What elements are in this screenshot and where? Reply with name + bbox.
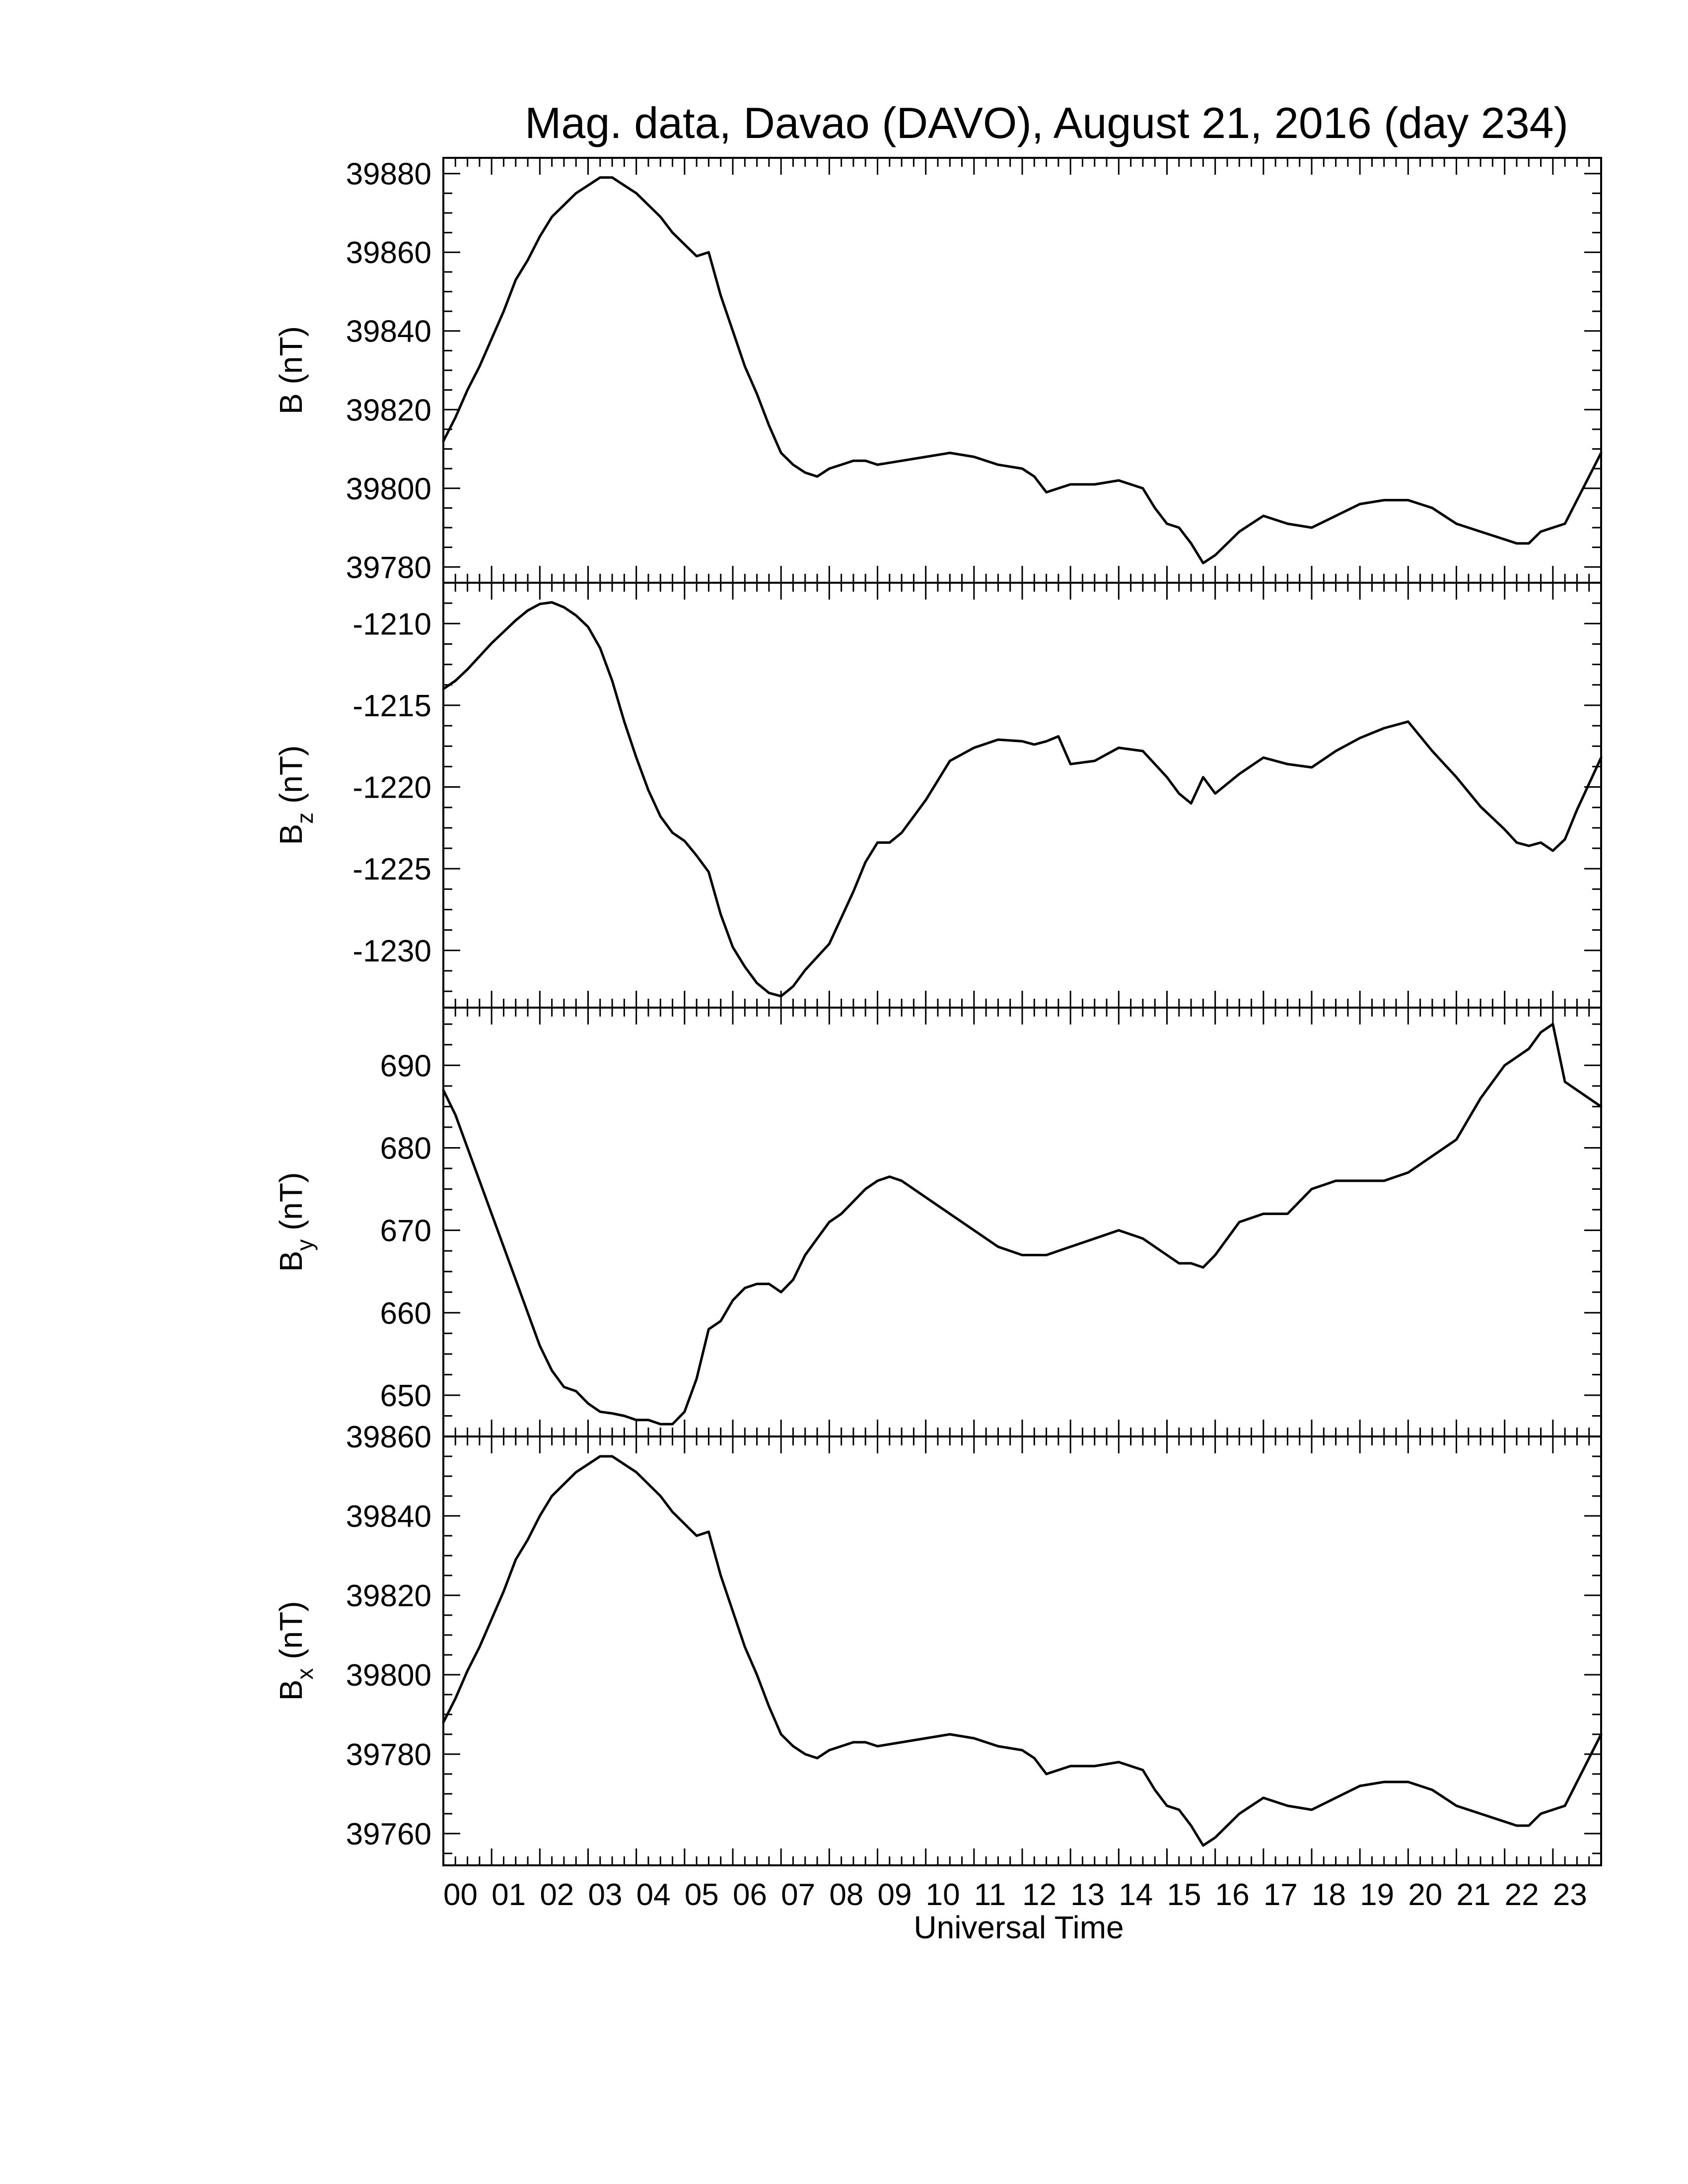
- x-tick-label: 09: [878, 1878, 912, 1912]
- panel-Bz: -1230 -1225 -1220 -1215 -1210 Bz (nT): [273, 582, 1603, 1009]
- y-tick-label: -1215: [352, 689, 431, 723]
- x-tick-label: 16: [1215, 1878, 1250, 1912]
- y-axis-label-main: B: [273, 1680, 309, 1701]
- y-tick-label: 39760: [346, 1817, 431, 1851]
- x-tick-label: 21: [1457, 1878, 1491, 1912]
- y-tick-label: -1220: [352, 771, 431, 805]
- x-tick-label: 05: [685, 1878, 719, 1912]
- y-axis-label-subscript: x: [292, 1668, 318, 1680]
- panel-B: 39780 39800 39820 39840 39860 39880 B (nT): [273, 157, 1603, 585]
- y-tick-label: -1225: [352, 852, 431, 887]
- y-axis-label: By (nT): [273, 1172, 318, 1272]
- x-tick-label: 01: [492, 1878, 526, 1912]
- y-tick-label: 39780: [346, 550, 431, 585]
- x-tick-label: 14: [1119, 1878, 1153, 1912]
- x-tick-label: 18: [1312, 1878, 1346, 1912]
- y-tick-label: 39880: [346, 157, 431, 192]
- x-ticks: [442, 1008, 1602, 1436]
- y-tick-label: 39840: [346, 315, 431, 349]
- panel-frame: [442, 1007, 1602, 1437]
- x-tick-label: 06: [733, 1878, 767, 1912]
- y-axis-label-subscript: z: [292, 813, 318, 824]
- y-tick-label: 39860: [346, 1420, 431, 1454]
- y-tick-label: -1210: [352, 607, 431, 641]
- x-tick-label: 07: [781, 1878, 815, 1912]
- x-tick-label: 15: [1167, 1878, 1201, 1912]
- panel-By: 650 660 670 680 690 By (nT): [273, 1007, 1603, 1437]
- x-ticks: [442, 1436, 1602, 1865]
- x-tick-label: 02: [540, 1878, 574, 1912]
- y-axis-label-main: B: [273, 1251, 309, 1272]
- y-tick-label: 660: [380, 1297, 431, 1331]
- y-axis-label: Bz (nT): [273, 746, 318, 845]
- x-tick-label: 03: [588, 1878, 623, 1912]
- y-tick-label: 39800: [346, 472, 431, 506]
- series-line-Bz: [442, 601, 1603, 998]
- x-axis-title: Universal Time: [914, 1910, 1124, 1945]
- x-tick-label: 13: [1070, 1878, 1105, 1912]
- x-tick-label: 17: [1264, 1878, 1298, 1912]
- x-tick-label: 11: [974, 1878, 1006, 1912]
- panel-Bx: 39760 39780 39800 39820 39840 39860 Bx (nT): [273, 1420, 1603, 1866]
- y-tick-label: 650: [380, 1379, 431, 1413]
- y-tick-label: 39860: [346, 236, 431, 270]
- series-line-Bx: [442, 1455, 1603, 1847]
- y-axis-label-unit: (nT): [273, 1172, 309, 1239]
- y-tick-label: 670: [380, 1214, 431, 1248]
- y-tick-label: 39800: [346, 1658, 431, 1693]
- x-tick-label: 23: [1553, 1878, 1587, 1912]
- y-axis-label-main: B: [273, 393, 309, 414]
- x-axis-tick-labels: 00 01 02 03 04 05 06 07 08 09 10 11 12 13 14 15 16 17 18 19…: [443, 1878, 1587, 1912]
- x-tick-label: 04: [636, 1878, 671, 1912]
- chart-title: Mag. data, Davao (DAVO), August 21, 2016…: [525, 98, 1568, 147]
- y-tick-label: 39820: [346, 1579, 431, 1613]
- y-tick-label: 690: [380, 1049, 431, 1083]
- y-tick-label: 680: [380, 1131, 431, 1165]
- x-tick-label: 20: [1408, 1878, 1442, 1912]
- x-tick-label: 10: [926, 1878, 960, 1912]
- panel-frame: [442, 157, 1602, 584]
- x-tick-label: 19: [1360, 1878, 1394, 1912]
- y-axis-label-unit: (nT): [273, 326, 309, 393]
- y-tick-label: -1230: [352, 934, 431, 968]
- x-tick-label: 22: [1505, 1878, 1539, 1912]
- y-axis-label: B (nT): [273, 326, 309, 414]
- y-tick-label: 39780: [346, 1738, 431, 1772]
- panel-frame: [442, 582, 1602, 1009]
- y-axis-label-unit: (nT): [273, 746, 309, 813]
- y-tick-label: 39840: [346, 1500, 431, 1534]
- y-axis-label-main: B: [273, 824, 309, 845]
- panel-frame: [442, 1435, 1602, 1866]
- x-tick-label: 12: [1022, 1878, 1056, 1912]
- y-axis-label-unit: (nT): [273, 1601, 309, 1668]
- y-axis-label: Bx (nT): [273, 1601, 318, 1701]
- series-line-B: [442, 176, 1603, 564]
- x-tick-label: 00: [443, 1878, 478, 1912]
- x-ticks: [442, 158, 1602, 583]
- y-tick-label: 39820: [346, 393, 431, 427]
- series-line-By: [442, 1023, 1603, 1426]
- x-ticks: [442, 583, 1602, 1008]
- x-tick-label: 08: [829, 1878, 863, 1912]
- y-axis-label-subscript: y: [292, 1239, 318, 1251]
